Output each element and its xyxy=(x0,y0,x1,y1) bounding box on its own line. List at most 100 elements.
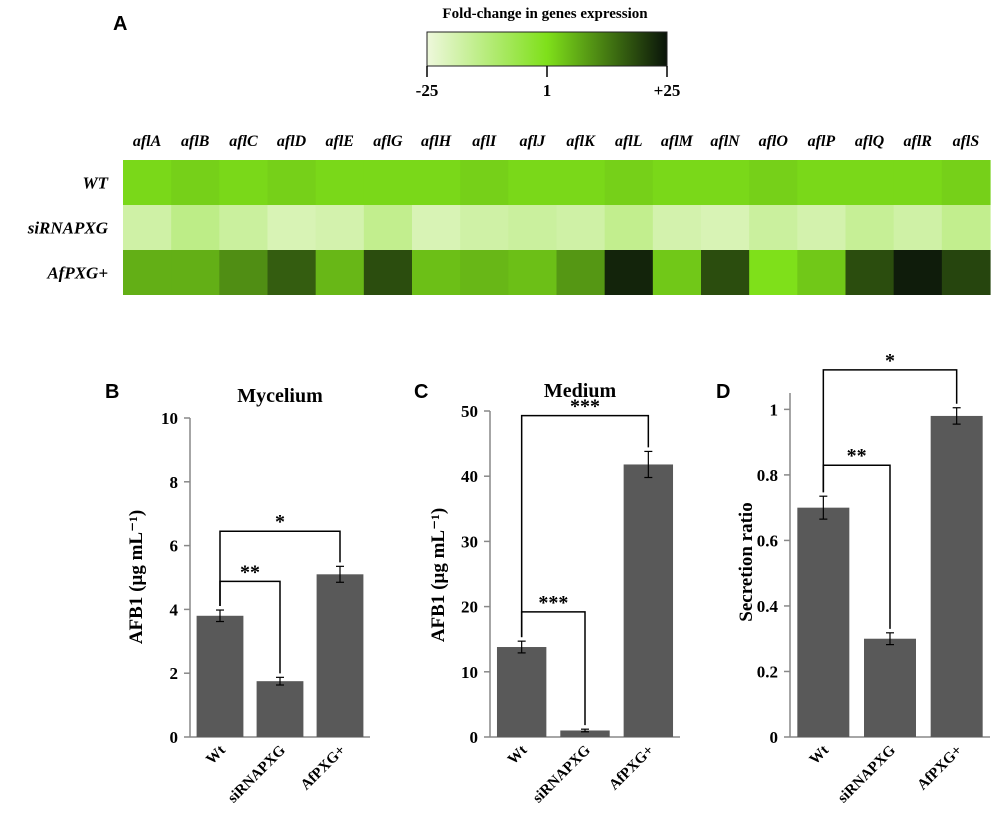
heatmap-column-label: aflP xyxy=(808,133,836,150)
x-tick-label: Wt xyxy=(807,743,832,768)
heatmap-row-label: AfPXG+ xyxy=(46,264,108,283)
bar xyxy=(623,464,674,737)
heatmap-cell xyxy=(604,250,654,295)
heatmap-cell xyxy=(508,160,558,205)
heatmap-cell xyxy=(941,205,991,250)
significance-label: *** xyxy=(538,592,568,614)
heatmap-cell xyxy=(749,205,798,250)
heatmap-cell xyxy=(412,205,461,250)
heatmap-cell xyxy=(556,250,606,295)
heatmap-cell xyxy=(941,160,991,205)
heatmap-cell xyxy=(604,160,654,205)
heatmap-cell xyxy=(508,205,558,250)
colorbar-tick-max: +25 xyxy=(654,81,681,100)
colorbar-gradient xyxy=(426,31,668,67)
significance-label: * xyxy=(885,350,895,372)
heatmap-column-label: aflC xyxy=(229,133,258,150)
colorbar-tick-mid: 1 xyxy=(543,81,552,100)
heatmap-cell xyxy=(123,160,172,205)
heatmap-cell xyxy=(412,250,461,295)
heatmap-cell xyxy=(219,160,269,205)
heatmap-column-label: aflO xyxy=(759,133,789,150)
heatmap-cell xyxy=(893,160,943,205)
x-tick-label: siRNAPXG xyxy=(835,742,899,806)
y-tick-label: 50 xyxy=(461,402,478,421)
heatmap-cell xyxy=(652,205,702,250)
heatmap-cell xyxy=(556,160,606,205)
heatmap-column-label: aflH xyxy=(421,133,452,150)
heatmap-column-label: aflQ xyxy=(855,133,885,150)
heatmap-cell xyxy=(556,205,606,250)
heatmap-column-label: aflN xyxy=(710,133,741,150)
heatmap-cell xyxy=(941,250,991,295)
heatmap: aflA aflB aflC aflD aflE aflG aflH aflI aflJ aflK… xyxy=(27,133,991,295)
significance-label: ** xyxy=(240,561,260,583)
x-tick-label: siRNAPXG xyxy=(530,742,594,806)
heatmap-row-label: WT xyxy=(83,174,109,193)
panel-letter-c: C xyxy=(414,381,428,403)
y-tick-label: 0 xyxy=(170,728,179,747)
heatmap-cell xyxy=(171,205,220,250)
y-tick-label: 1 xyxy=(770,400,779,419)
heatmap-cell xyxy=(797,160,847,205)
heatmap-cell xyxy=(219,250,269,295)
y-tick-label: 10 xyxy=(161,409,178,428)
y-tick-label: 30 xyxy=(461,532,478,551)
bar xyxy=(256,681,304,737)
heatmap-column-label: aflA xyxy=(133,133,162,150)
heatmap-cell xyxy=(315,250,365,295)
heatmap-cell xyxy=(845,160,895,205)
y-tick-label: 10 xyxy=(461,663,478,682)
y-tick-label: 4 xyxy=(170,600,179,619)
heatmap-cell xyxy=(845,205,895,250)
x-tick-label: AfPXG+ xyxy=(298,743,349,794)
significance-label: * xyxy=(275,511,285,533)
chart-title: Medium xyxy=(544,380,617,402)
heatmap-cell xyxy=(363,250,413,295)
bar xyxy=(496,647,547,737)
heatmap-cell xyxy=(363,205,413,250)
bar xyxy=(930,415,983,737)
bar xyxy=(316,574,364,737)
significance-label: ** xyxy=(847,445,867,467)
heatmap-cell xyxy=(893,205,943,250)
colorbar-tick-min: -25 xyxy=(416,81,439,100)
heatmap-cell xyxy=(412,160,461,205)
y-tick-label: 0.8 xyxy=(757,466,778,485)
y-axis-label: Secretion ratio xyxy=(736,502,757,621)
heatmap-column-label: aflL xyxy=(615,133,643,150)
heatmap-column-label: aflJ xyxy=(520,133,547,150)
significance-bracket xyxy=(822,369,958,493)
heatmap-cell xyxy=(123,250,172,295)
heatmap-cell xyxy=(171,160,220,205)
x-tick-label: Wt xyxy=(203,743,228,768)
heatmap-cell xyxy=(363,160,413,205)
heatmap-cell xyxy=(315,205,365,250)
significance-bracket xyxy=(219,530,341,607)
heatmap-cell xyxy=(219,205,269,250)
colorbar-title: Fold-change in genes expression xyxy=(442,6,648,22)
heatmap-column-label: aflI xyxy=(472,133,497,150)
heatmap-column-label: aflG xyxy=(373,133,403,150)
heatmap-cell xyxy=(267,160,317,205)
heatmap-column-label: aflE xyxy=(326,133,354,150)
heatmap-cell xyxy=(508,250,558,295)
y-tick-label: 0 xyxy=(470,728,479,747)
significance-label: *** xyxy=(570,396,600,418)
panel-letter-a: A xyxy=(113,13,127,35)
panel-letter-b: B xyxy=(105,381,119,403)
heatmap-cell xyxy=(460,250,509,295)
heatmap-cell xyxy=(460,160,509,205)
heatmap-column-label: aflD xyxy=(277,133,307,150)
heatmap-cell xyxy=(267,250,317,295)
bar xyxy=(797,507,850,737)
bar xyxy=(864,638,916,737)
heatmap-column-label: aflM xyxy=(661,133,694,150)
heatmap-cell xyxy=(845,250,895,295)
y-axis-label: AFB1 (µg mL⁻¹) xyxy=(126,510,147,644)
heatmap-cell xyxy=(652,160,702,205)
y-tick-label: 40 xyxy=(461,467,478,486)
x-tick-label: Wt xyxy=(505,743,530,768)
significance-bracket xyxy=(520,414,650,638)
